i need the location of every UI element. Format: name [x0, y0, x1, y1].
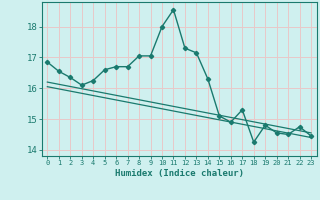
X-axis label: Humidex (Indice chaleur): Humidex (Indice chaleur) [115, 169, 244, 178]
